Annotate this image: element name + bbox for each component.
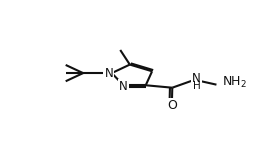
Text: O: O [167,99,177,112]
Text: H: H [193,82,201,91]
Text: NH$_2$: NH$_2$ [222,75,247,90]
Text: N: N [119,80,128,93]
Text: N: N [192,72,201,85]
Text: N: N [104,67,113,80]
